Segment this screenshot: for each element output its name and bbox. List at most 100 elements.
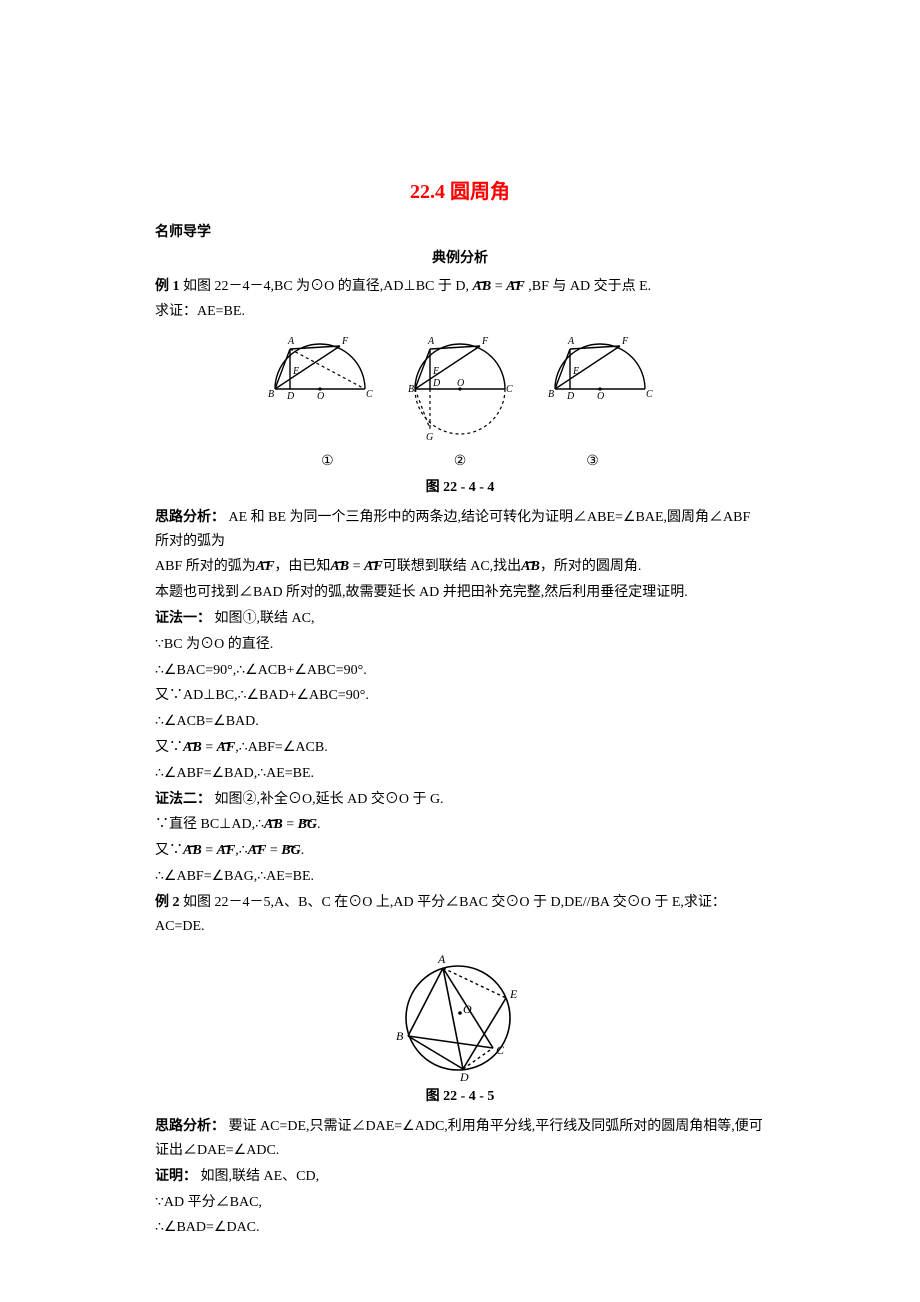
figure1-caption: 图 22 - 4 - 4 [155,476,765,500]
proof1-4: ∴∠ACB=∠BAD. [155,710,765,734]
example1-text-a: 如图 22－4－4,BC 为⊙O 的直径,AD⊥BC 于 D, [183,279,469,294]
svg-text:A: A [437,952,446,966]
arc-bg: BG [298,817,317,832]
svg-text:O: O [463,1002,472,1016]
svg-text:B: B [408,384,414,395]
proof2-line1: ∵直径 BC⊥AD,∴AB = BG. [155,813,765,837]
num-3: ③ [586,450,599,474]
proof2-label: 证法二： [155,792,211,807]
svg-text:F: F [621,336,629,347]
diagram-1-svg: A F B D O C E [260,334,380,409]
svg-text:D: D [459,1070,469,1083]
diagram-3: A F B D O C E [540,334,660,444]
figure-22-4-5-svg: A B C D E O [388,948,533,1083]
svg-text:D: D [566,391,575,402]
example1-qiuzheng: 求证：AE=BE. [155,300,765,324]
svg-text:E: E [292,366,299,377]
svg-text:A: A [287,336,295,347]
proof2-line2: 又∵AB = AF,∴AF = BG. [155,839,765,863]
example1-text-b: ,BF 与 AD 交于点 E. [528,279,651,294]
figure-22-4-4: A F B D O C E A F [155,334,765,444]
figure2-caption: 图 22 - 4 - 5 [155,1085,765,1109]
arc-ab-3: AB [521,559,540,574]
proof2-a: 如图②,补全⊙O,延长 AD 交⊙O 于 G. [215,792,444,807]
proof2-line0: 证法二： 如图②,补全⊙O,延长 AD 交⊙O 于 G. [155,788,765,812]
svg-text:O: O [457,378,464,389]
ex2-analysis-label: 思路分析： [155,1119,225,1134]
diagram-2-svg: A F B D O C E G [400,334,520,444]
svg-text:A: A [427,336,435,347]
arc-af-2: AF [256,559,275,574]
analysis-c: 可联想到联结 AC,找出 [383,559,521,574]
svg-text:O: O [597,391,604,402]
svg-text:F: F [341,336,349,347]
diagram-number-row: ① ② ③ [155,450,765,474]
analysis-a: AE 和 BE 为同一个三角形中的两条边,结论可转化为证明∠ABE=∠BAE,圆… [155,510,750,549]
svg-text:O: O [317,391,324,402]
num-2: ② [454,450,467,474]
analysis-b: ，由已知 [274,559,330,574]
num-1: ① [321,450,334,474]
svg-text:C: C [496,1043,505,1057]
proof1-eq-a: 又∵ [155,740,183,755]
ex2-proof-label: 证明： [155,1169,197,1184]
ex2-proof-2: ∴∠BAD=∠DAC. [155,1216,765,1240]
svg-text:F: F [481,336,489,347]
ex2-proof-1: ∵AD 平分∠BAC, [155,1191,765,1215]
arc-ab: AB [473,279,492,294]
proof1-line0: 证法一： 如图①,联结 AC, [155,607,765,631]
svg-text:E: E [572,366,579,377]
section-header: 名师导学 [155,221,765,245]
arc-ab-5: AB [264,817,283,832]
svg-text:G: G [426,432,433,443]
ex2-analysis: 思路分析： 要证 AC=DE,只需证∠DAE=∠ADC,利用角平分线,平行线及同… [155,1115,765,1163]
proof2-c: 又∵ [155,843,183,858]
proof1-last: ∴∠ABF=∠BAD,∴AE=BE. [155,762,765,786]
arc-af-4: AF [217,740,236,755]
proof1-1: ∵BC 为⊙O 的直径. [155,633,765,657]
arc-ab-4: AB [183,740,202,755]
svg-text:D: D [286,391,295,402]
svg-text:B: B [548,389,554,400]
svg-text:C: C [646,389,653,400]
diagram-3-svg: A F B D O C E [540,334,660,409]
svg-text:E: E [509,987,518,1001]
proof1-eq-b: ,∴ABF=∠ACB. [235,740,327,755]
svg-text:D: D [432,378,441,389]
figure-22-4-5: A B C D E O [155,948,765,1083]
proof1-2: ∴∠BAC=90°,∴∠ACB+∠ABC=90°. [155,659,765,683]
example2-text: 如图 22－4－5,A、B、C 在⊙O 上,AD 平分∠BAC 交⊙O 于 D,… [155,895,726,934]
example2-label: 例 2 [155,895,180,910]
arc-af: AF [506,279,525,294]
svg-text:C: C [366,389,373,400]
arc-bg-2: BG [281,843,300,858]
arc-af-6: AF [248,843,267,858]
analysis-d: ，所对的圆周角. [540,559,642,574]
proof2-b: ∵直径 BC⊥AD,∴ [155,817,264,832]
diagram-1: A F B D O C E [260,334,380,444]
ex2-proof-text-0: 如图,联结 AE、CD, [201,1169,320,1184]
proof2-d: ,∴ [235,843,247,858]
arc-af-3: AF [364,559,383,574]
subtitle: 典例分析 [155,247,765,271]
arc-af-5: AF [217,843,236,858]
arc-ab-2: AB [330,559,349,574]
arc-ab-6: AB [183,843,202,858]
diagram-2: A F B D O C E G [400,334,520,444]
proof2-last: ∴∠ABF=∠BAG,∴AE=BE. [155,865,765,889]
page-title: 22.4 圆周角 [155,175,765,209]
example2-statement: 例 2 如图 22－4－5,A、B、C 在⊙O 上,AD 平分∠BAC 交⊙O … [155,891,765,939]
proof1-label: 证法一： [155,611,211,626]
svg-text:A: A [567,336,575,347]
svg-text:E: E [432,366,439,377]
proof1-eq: 又∵AB = AF,∴ABF=∠ACB. [155,736,765,760]
svg-text:C: C [506,384,513,395]
analysis-label: 思路分析： [155,510,225,525]
svg-text:B: B [396,1029,404,1043]
analysis-line1: 思路分析： AE 和 BE 为同一个三角形中的两条边,结论可转化为证明∠ABE=… [155,506,765,554]
proof1-0: 如图①,联结 AC, [215,611,315,626]
svg-text:B: B [268,389,274,400]
example1-statement: 例 1 如图 22－4－4,BC 为⊙O 的直径,AD⊥BC 于 D, AB =… [155,275,765,299]
ex2-proof-0: 证明： 如图,联结 AE、CD, [155,1165,765,1189]
example1-label: 例 1 [155,279,180,294]
